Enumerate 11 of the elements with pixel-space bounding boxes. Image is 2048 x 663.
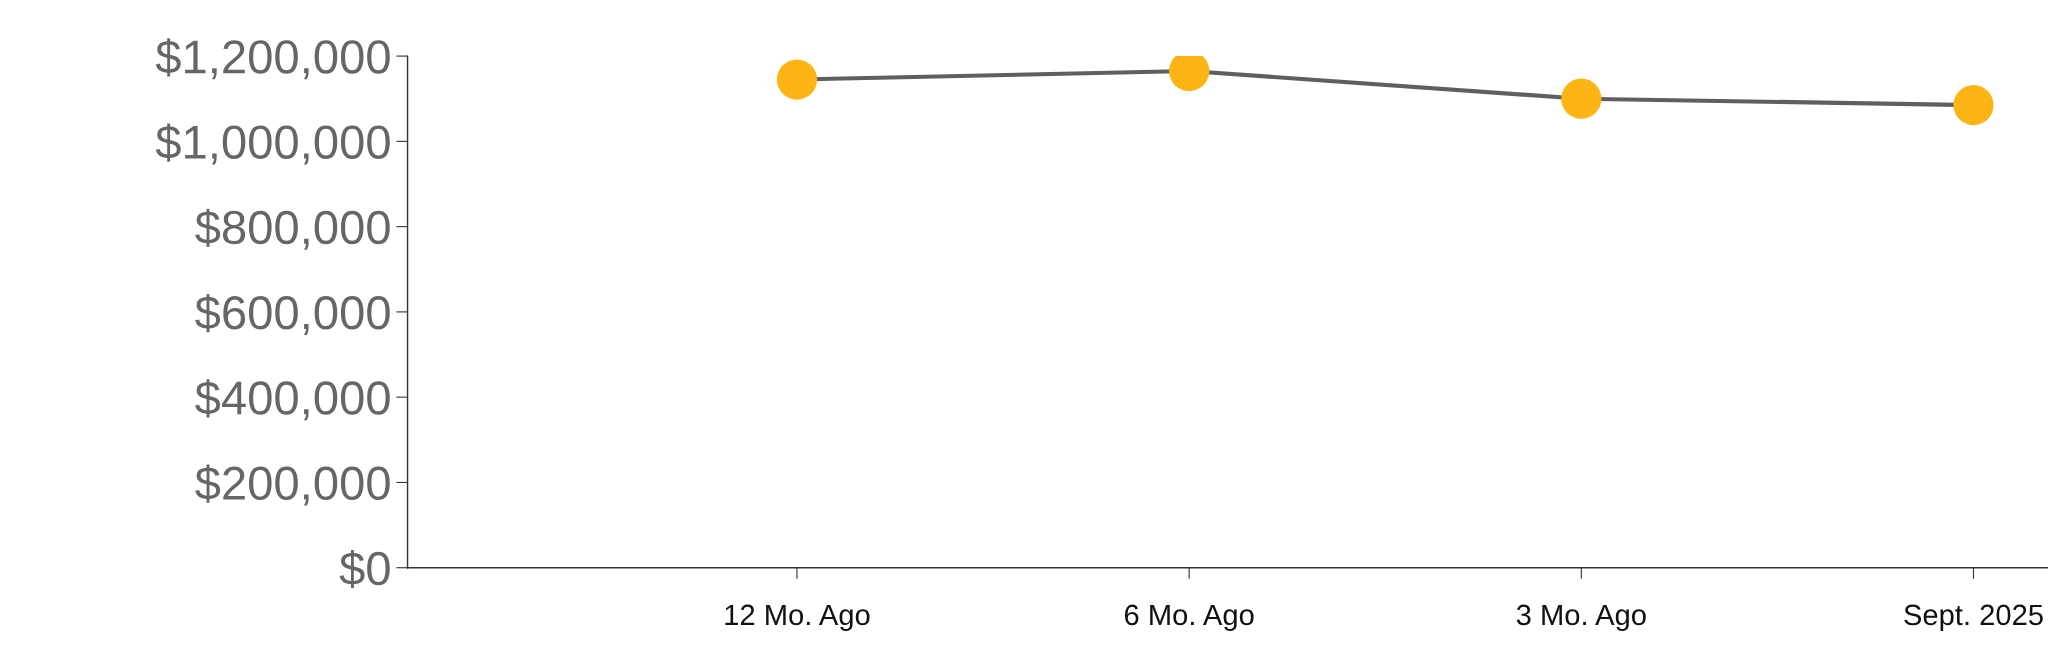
x-tick-label: 12 Mo. Ago [725,604,870,632]
y-tick-label: $400,000 [195,379,390,421]
x-tick-label: 3 Mo. Ago [1516,604,1646,632]
y-tick-label: $1,000,000 [155,123,390,165]
x-tick-label: 6 Mo. Ago [1124,604,1254,632]
y-tick-label: $0 [339,549,390,589]
x-tick-label: Sept. 2025 [1904,604,2043,632]
y-tick-label: $600,000 [195,294,390,336]
y-tick-label: $800,000 [195,208,390,250]
y-tick-label: $1,200,000 [155,38,390,80]
y-tick-label: $200,000 [195,464,390,506]
